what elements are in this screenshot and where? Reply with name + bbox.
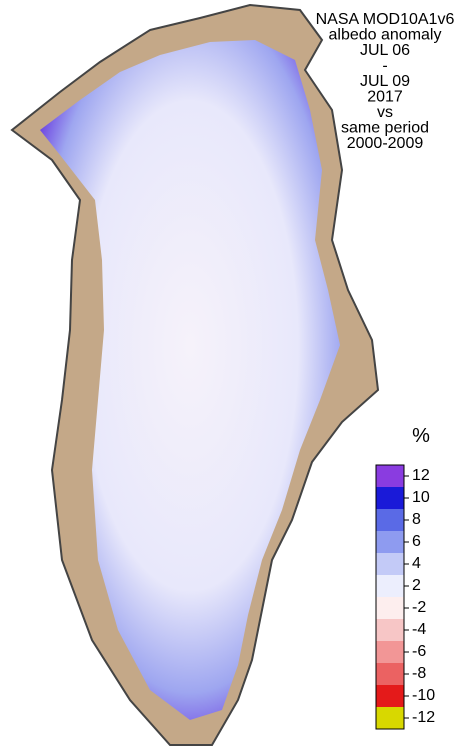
legend-label: 12 (412, 467, 430, 484)
title-line: JUL 06 (360, 42, 410, 59)
legend-swatch (376, 685, 404, 707)
legend-swatch (376, 641, 404, 663)
legend-label: -2 (412, 599, 426, 616)
title-line: vs (377, 104, 393, 121)
legend-label: 6 (412, 533, 421, 550)
title-line: NASA MOD10A1v6 (316, 11, 455, 28)
legend-label: -12 (412, 709, 435, 726)
legend: 12 10 8 6 4 2 -2 -4 -6 -8 -10 -12 (375, 464, 435, 730)
legend-label: -6 (412, 643, 426, 660)
legend-swatch (376, 465, 404, 487)
legend-swatch (376, 553, 404, 575)
legend-label: -4 (412, 621, 426, 638)
title-line: 2017 (367, 89, 403, 106)
legend-label: -10 (412, 687, 435, 704)
legend-frame (375, 464, 405, 730)
legend-label: 2 (412, 577, 421, 594)
legend-unit: % (412, 425, 430, 447)
title-line: same period (341, 120, 429, 137)
legend-swatch (376, 575, 404, 597)
title-line: 2000-2009 (347, 135, 424, 152)
title-line: JUL 09 (360, 73, 410, 90)
legend-swatch (376, 707, 404, 729)
legend-label: 10 (412, 489, 430, 506)
legend-label: 8 (412, 511, 421, 528)
legend-swatch (376, 663, 404, 685)
legend-label: 4 (412, 555, 421, 572)
legend-swatch (376, 509, 404, 531)
title-line: - (382, 58, 387, 75)
legend-swatch (376, 531, 404, 553)
ice-sheet (40, 40, 340, 720)
legend-swatch (376, 597, 404, 619)
legend-swatch (376, 619, 404, 641)
title-line: albedo anomaly (329, 27, 442, 44)
legend-label: -8 (412, 665, 426, 682)
legend-swatch (376, 487, 404, 509)
